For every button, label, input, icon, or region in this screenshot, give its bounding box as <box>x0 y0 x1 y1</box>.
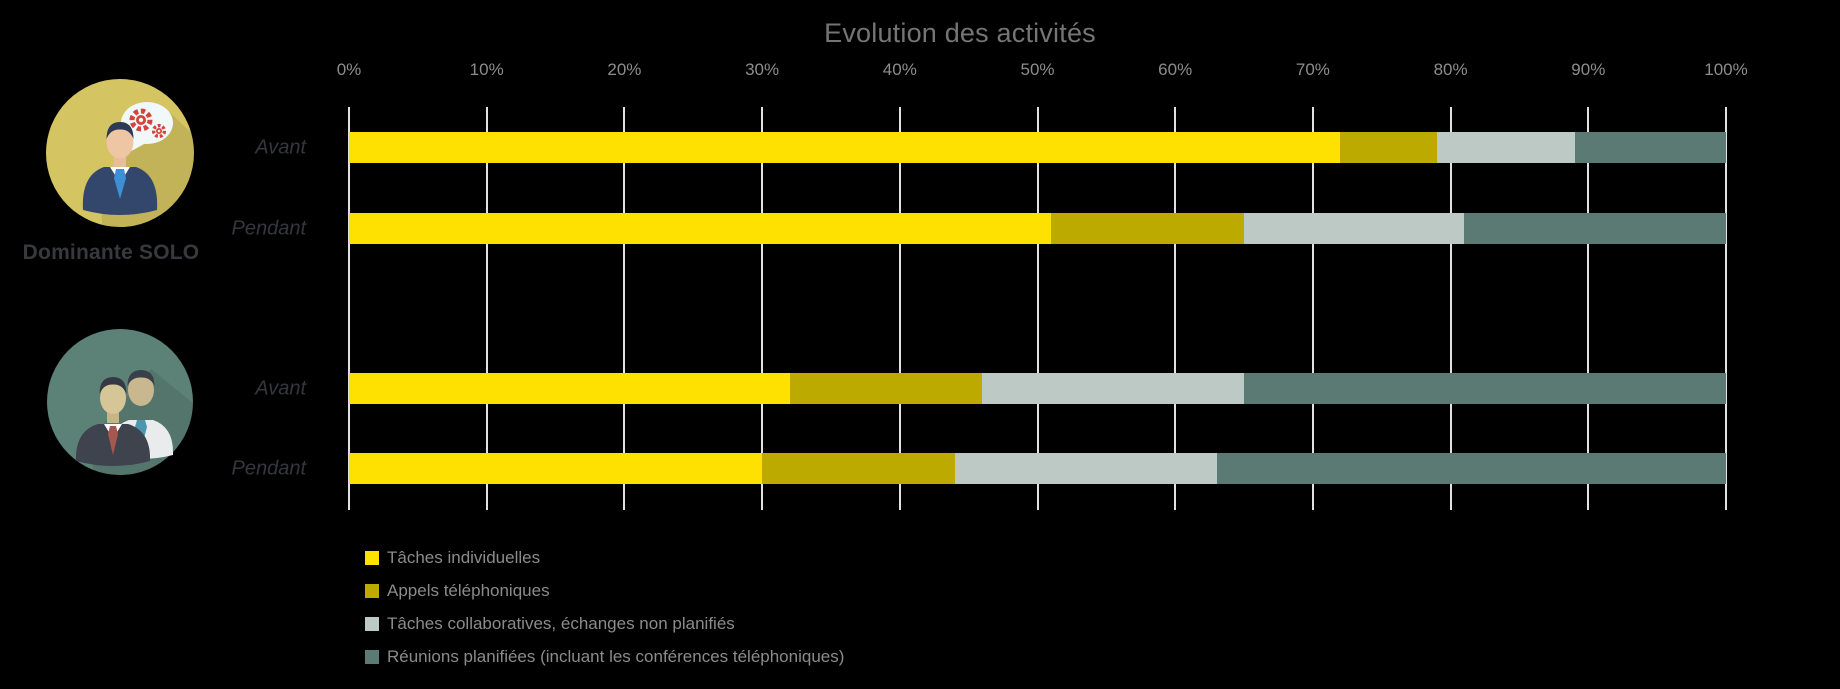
gridline <box>761 107 764 510</box>
bar-segment <box>1340 132 1437 163</box>
row-label: Pendant <box>231 457 306 479</box>
x-axis-tick-label: 10% <box>469 60 504 79</box>
bar-segment <box>982 373 1245 404</box>
x-axis-tick-label: 30% <box>745 60 780 79</box>
x-axis-tick-label: 70% <box>1295 60 1330 79</box>
x-axis-tick-label: 60% <box>1158 60 1193 79</box>
legend-label: Tâches collaboratives, échanges non plan… <box>387 614 735 633</box>
row-label: Pendant <box>231 217 306 239</box>
x-axis-tick-label: 40% <box>882 60 917 79</box>
gridline <box>1311 107 1314 510</box>
bar-segment <box>349 213 1052 244</box>
bar-segment <box>1436 132 1575 163</box>
x-axis-tick-label: 80% <box>1433 60 1468 79</box>
legend-item: Réunions planifiées (incluant les confér… <box>365 648 844 666</box>
bar-segment <box>1051 213 1245 244</box>
legend-label: Réunions planifiées (incluant les confér… <box>387 647 845 666</box>
bar-segment <box>1244 213 1465 244</box>
bar-segment <box>1574 132 1726 163</box>
row-label: Avant <box>255 377 306 399</box>
gridline <box>1449 107 1452 510</box>
legend-item: Tâches individuelles <box>365 549 844 567</box>
gridline <box>1587 107 1590 510</box>
legend-swatch-icon <box>365 584 379 598</box>
bar-segment <box>1244 373 1726 404</box>
gridline <box>348 107 350 510</box>
collaboration-people-icon <box>47 329 193 475</box>
gridline <box>485 107 488 510</box>
x-axis-tick-label: 100% <box>1704 60 1748 79</box>
legend: Tâches individuelles Appels téléphoniques… <box>365 549 844 666</box>
legend-swatch-icon <box>365 551 379 565</box>
legend-swatch-icon <box>365 650 379 664</box>
solo-group-label: Dominante SOLO <box>22 241 200 264</box>
legend-label: Tâches individuelles <box>387 548 541 567</box>
solo-person-icon <box>46 79 194 227</box>
bar-segment <box>1464 213 1726 244</box>
x-axis-tick-label: 0% <box>336 60 362 79</box>
bar-segment <box>349 373 790 404</box>
row-label: Avant <box>255 136 306 158</box>
gridline <box>898 107 901 510</box>
x-axis-tick-label: 90% <box>1571 60 1606 79</box>
gridline <box>1725 107 1727 510</box>
x-axis-tick-label: 20% <box>607 60 642 79</box>
x-axis-tick-label: 50% <box>1020 60 1055 79</box>
legend-swatch-icon <box>365 617 379 631</box>
gridline <box>623 107 626 510</box>
bar-segment <box>349 453 763 484</box>
bar-segment <box>349 132 1341 163</box>
legend-item: Appels téléphoniques <box>365 582 844 600</box>
legend-label: Appels téléphoniques <box>387 581 550 600</box>
gridline <box>1174 107 1177 510</box>
gridline <box>1036 107 1039 510</box>
legend-item: Tâches collaboratives, échanges non plan… <box>365 615 844 633</box>
bar-segment <box>1216 453 1726 484</box>
bar-segment <box>954 453 1217 484</box>
chart-title: Evolution des activités <box>824 18 1096 48</box>
bar-segment <box>762 453 955 484</box>
bar-segment <box>789 373 983 404</box>
